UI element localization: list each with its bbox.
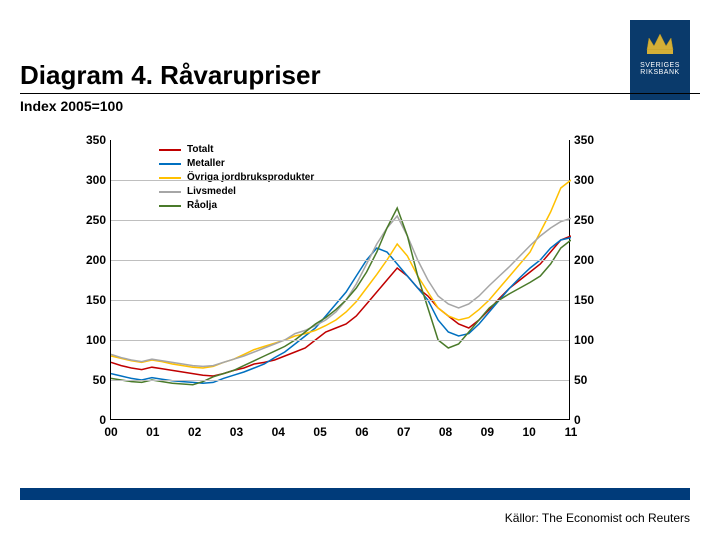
y-axis-label-left: 100 bbox=[76, 333, 106, 347]
legend-swatch bbox=[159, 205, 181, 207]
header: Diagram 4. Råvarupriser Index 2005=100 bbox=[0, 0, 720, 114]
y-axis-label-right: 150 bbox=[574, 293, 604, 307]
series-livsmedel bbox=[111, 216, 571, 366]
y-axis-label-left: 350 bbox=[76, 133, 106, 147]
legend-swatch bbox=[159, 149, 181, 151]
y-axis-label-right: 0 bbox=[574, 413, 604, 427]
x-axis-label: 00 bbox=[104, 425, 117, 439]
chart-title: Diagram 4. Råvarupriser bbox=[20, 60, 700, 94]
y-axis-label-left: 250 bbox=[76, 213, 106, 227]
y-axis-label-right: 300 bbox=[574, 173, 604, 187]
legend-label: Råolja bbox=[187, 200, 217, 211]
y-axis-label-right: 200 bbox=[574, 253, 604, 267]
legend-item: Övriga jordbruksprodukter bbox=[159, 172, 314, 183]
y-axis-label-left: 50 bbox=[76, 373, 106, 387]
legend-label: Totalt bbox=[187, 144, 213, 155]
legend-item: Livsmedel bbox=[159, 186, 314, 197]
chart: Totalt Metaller Övriga jordbruksprodukter L… bbox=[70, 140, 610, 450]
y-axis-label-left: 150 bbox=[76, 293, 106, 307]
legend-label: Övriga jordbruksprodukter bbox=[187, 172, 314, 183]
x-axis-label: 10 bbox=[522, 425, 535, 439]
y-axis-label-right: 100 bbox=[574, 333, 604, 347]
x-axis-label: 06 bbox=[355, 425, 368, 439]
chart-subtitle: Index 2005=100 bbox=[20, 98, 700, 114]
x-axis-label: 03 bbox=[230, 425, 243, 439]
y-axis-label-left: 300 bbox=[76, 173, 106, 187]
x-axis-label: 11 bbox=[565, 425, 578, 439]
legend-label: Metaller bbox=[187, 158, 225, 169]
x-axis-label: 07 bbox=[397, 425, 410, 439]
y-axis-label-right: 50 bbox=[574, 373, 604, 387]
legend-item: Råolja bbox=[159, 200, 314, 211]
x-axis-label: 09 bbox=[481, 425, 494, 439]
legend-swatch bbox=[159, 177, 181, 179]
y-axis-label-left: 200 bbox=[76, 253, 106, 267]
y-axis-label-right: 350 bbox=[574, 133, 604, 147]
x-axis-label: 04 bbox=[272, 425, 285, 439]
x-axis-label: 08 bbox=[439, 425, 452, 439]
x-axis-label: 02 bbox=[188, 425, 201, 439]
x-axis-label: 01 bbox=[146, 425, 159, 439]
footer-bar bbox=[20, 488, 690, 500]
plot-area: Totalt Metaller Övriga jordbruksprodukter L… bbox=[110, 140, 570, 420]
sources-text: Källor: The Economist och Reuters bbox=[505, 511, 690, 525]
legend-label: Livsmedel bbox=[187, 186, 236, 197]
legend-swatch bbox=[159, 163, 181, 165]
legend-item: Metaller bbox=[159, 158, 314, 169]
legend: Totalt Metaller Övriga jordbruksprodukter L… bbox=[159, 144, 314, 214]
x-axis-label: 05 bbox=[313, 425, 326, 439]
legend-item: Totalt bbox=[159, 144, 314, 155]
y-axis-label-right: 250 bbox=[574, 213, 604, 227]
y-axis-label-left: 0 bbox=[76, 413, 106, 427]
legend-swatch bbox=[159, 191, 181, 193]
